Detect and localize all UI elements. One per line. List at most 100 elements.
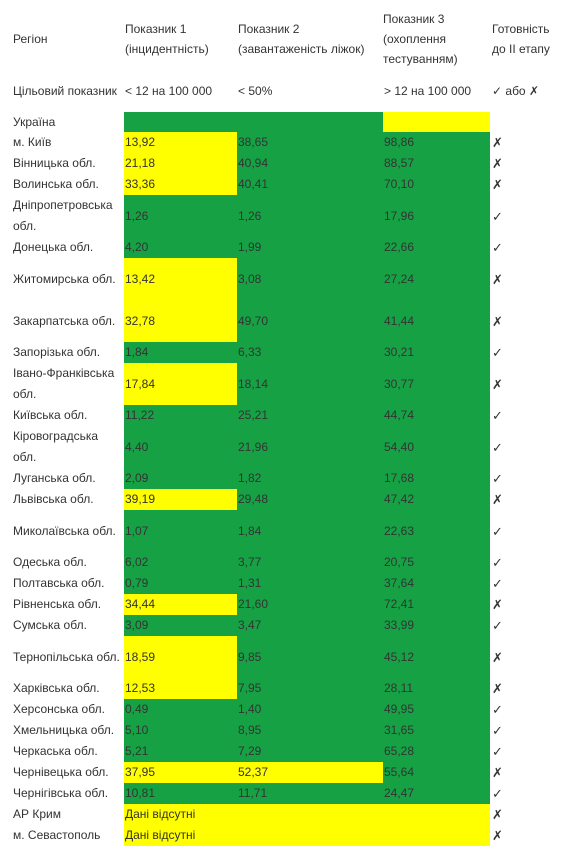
region-name: Одеська обл. <box>13 555 87 569</box>
region-name: Херсонська обл. <box>13 702 105 716</box>
indicator-1-cell: 11,22 <box>124 405 237 426</box>
indicator-1-cell: 2,09 <box>124 468 237 489</box>
indicator-3-cell: 54,40 <box>383 426 490 468</box>
table-row: Черкаська обл. 5,21 7,29 65,28 ✓ <box>0 741 567 762</box>
header-indicator-2: Показник 2 (завантаженість ліжок) <box>238 22 365 56</box>
readiness-mark: ✓ <box>492 702 503 717</box>
table-row: Одеська обл. 6,02 3,77 20,75 ✓ <box>0 552 567 573</box>
readiness-mark: ✓ <box>492 439 503 455</box>
readiness-mark: ✗ <box>492 765 503 780</box>
indicator-1-cell: 12,53 <box>124 678 237 699</box>
indicator-1-cell: 3,09 <box>124 615 237 636</box>
no-data-cell: Дані відсутні <box>124 804 490 825</box>
table-row: Дніпропетровська обл. 1,26 1,26 17,96 ✓ <box>0 195 567 237</box>
readiness-mark: ✗ <box>492 681 503 696</box>
region-name: Миколаївська обл. <box>13 523 116 538</box>
region-name: Харківська обл. <box>13 681 100 695</box>
indicator-1-cell: 13,42 <box>124 258 237 300</box>
indicator-2-cell: 7,95 <box>237 678 383 699</box>
indicator-1-cell: 4,40 <box>124 426 237 468</box>
table-row: Івано-Франківська обл. 17,84 18,14 30,77 ✗ <box>0 363 567 405</box>
indicator-2-cell: 52,37 <box>237 762 383 783</box>
indicator-3-cell: 45,12 <box>383 636 490 678</box>
table-row: Львівська обл. 39,19 29,48 47,42 ✗ <box>0 489 567 510</box>
target-indicator-3: > 12 на 100 000 <box>384 83 472 98</box>
table-row: Рівненська обл. 34,44 21,60 72,41 ✗ <box>0 594 567 615</box>
indicator-2-cell: 40,94 <box>237 153 383 174</box>
indicator-3-cell: 31,65 <box>383 720 490 741</box>
region-name: Чернівецька обл. <box>13 765 109 779</box>
indicator-1-cell: 10,81 <box>124 783 237 804</box>
region-name: Донецька обл. <box>13 240 94 254</box>
indicator-2-cell: 3,47 <box>237 615 383 636</box>
target-row: Цільовий показник < 12 на 100 000 < 50% … <box>0 70 567 112</box>
table-row: Чернігівська обл. 10,81 11,71 24,47 ✓ <box>0 783 567 804</box>
indicator-2-cell: 1,84 <box>237 510 383 552</box>
readiness-mark: ✓ <box>492 786 503 801</box>
indicator-3-cell: 49,95 <box>383 699 490 720</box>
table-row: Житомирська обл. 13,42 3,08 27,24 ✗ <box>0 258 567 300</box>
region-name: Чернігівська обл. <box>13 786 109 800</box>
indicator-3-cell: 98,86 <box>383 132 490 153</box>
indicator-1-cell: 0,49 <box>124 699 237 720</box>
readiness-mark: ✓ <box>492 576 503 591</box>
indicator-2-cell: 8,95 <box>237 720 383 741</box>
readiness-mark: ✓ <box>492 471 503 486</box>
readiness-mark: ✓ <box>492 723 503 738</box>
indicator-2-cell: 1,31 <box>237 573 383 594</box>
table-row: Сумська обл. 3,09 3,47 33,99 ✓ <box>0 615 567 636</box>
readiness-mark: ✓ <box>492 744 503 759</box>
readiness-mark: ✓ <box>492 208 503 224</box>
table-row: Київська обл. 11,22 25,21 44,74 ✓ <box>0 405 567 426</box>
table-row: Волинська обл. 33,36 40,41 70,10 ✗ <box>0 174 567 195</box>
table-row: АР Крим Дані відсутні ✗ <box>0 804 567 825</box>
indicator-3-cell: 72,41 <box>383 594 490 615</box>
indicator-3-cell: 28,11 <box>383 678 490 699</box>
indicator-2-cell: 1,82 <box>237 468 383 489</box>
indicator-1-cell: 13,92 <box>124 132 237 153</box>
region-name: Сумська обл. <box>13 618 87 632</box>
indicator-3-cell: 24,47 <box>383 783 490 804</box>
indicator-3-cell: 65,28 <box>383 741 490 762</box>
indicator-1-cell: 5,21 <box>124 741 237 762</box>
region-name: Кіровоградська обл. <box>13 429 99 464</box>
indicator-1-cell: 1,07 <box>124 510 237 552</box>
indicator-3-cell: 22,63 <box>383 510 490 552</box>
indicator-3-cell: 70,10 <box>383 174 490 195</box>
table-row: Херсонська обл. 0,49 1,40 49,95 ✓ <box>0 699 567 720</box>
indicator-1-cell: 4,20 <box>124 237 237 258</box>
indicator-3-cell: 37,64 <box>383 573 490 594</box>
indicator-1-cell: 5,10 <box>124 720 237 741</box>
indicator-1-cell: 34,44 <box>124 594 237 615</box>
readiness-mark: ✗ <box>492 376 503 392</box>
region-name: Хмельницька обл. <box>13 723 115 737</box>
region-name: м. Київ <box>13 135 52 149</box>
region-name: Київська обл. <box>13 408 88 422</box>
indicator-1-cell: 21,18 <box>124 153 237 174</box>
indicator-2-cell: 3,77 <box>237 552 383 573</box>
indicator-3-cell: 55,64 <box>383 762 490 783</box>
indicator-1-cell: 39,19 <box>124 489 237 510</box>
target-label: Цільовий показник <box>13 83 117 98</box>
readiness-mark: ✗ <box>492 597 503 612</box>
table-row: м. Севастополь Дані відсутні ✗ <box>0 825 567 846</box>
target-readiness: ✓ або ✗ <box>492 83 539 98</box>
table-row: Закарпатська обл. 32,78 49,70 41,44 ✗ <box>0 300 567 342</box>
indicator-3-cell: 20,75 <box>383 552 490 573</box>
readiness-mark: ✓ <box>492 240 503 255</box>
table-row: Донецька обл. 4,20 1,99 22,66 ✓ <box>0 237 567 258</box>
region-name: Волинська обл. <box>13 177 99 191</box>
indicator-2-cell: 21,60 <box>237 594 383 615</box>
indicator-2-cell: 7,29 <box>237 741 383 762</box>
indicator-2-cell: 21,96 <box>237 426 383 468</box>
region-name: Дніпропетровська обл. <box>13 198 113 233</box>
indicator-3-cell: 22,66 <box>383 237 490 258</box>
target-indicator-1: < 12 на 100 000 <box>125 83 213 98</box>
indicator-3-cell: 44,74 <box>383 405 490 426</box>
indicator-1-cell: 33,36 <box>124 174 237 195</box>
indicator-2-cell: 1,26 <box>237 195 383 237</box>
indicator-1-cell: 6,02 <box>124 552 237 573</box>
indicator-3-cell <box>383 112 490 132</box>
readiness-mark: ✗ <box>492 313 503 329</box>
indicator-1-cell: 1,26 <box>124 195 237 237</box>
